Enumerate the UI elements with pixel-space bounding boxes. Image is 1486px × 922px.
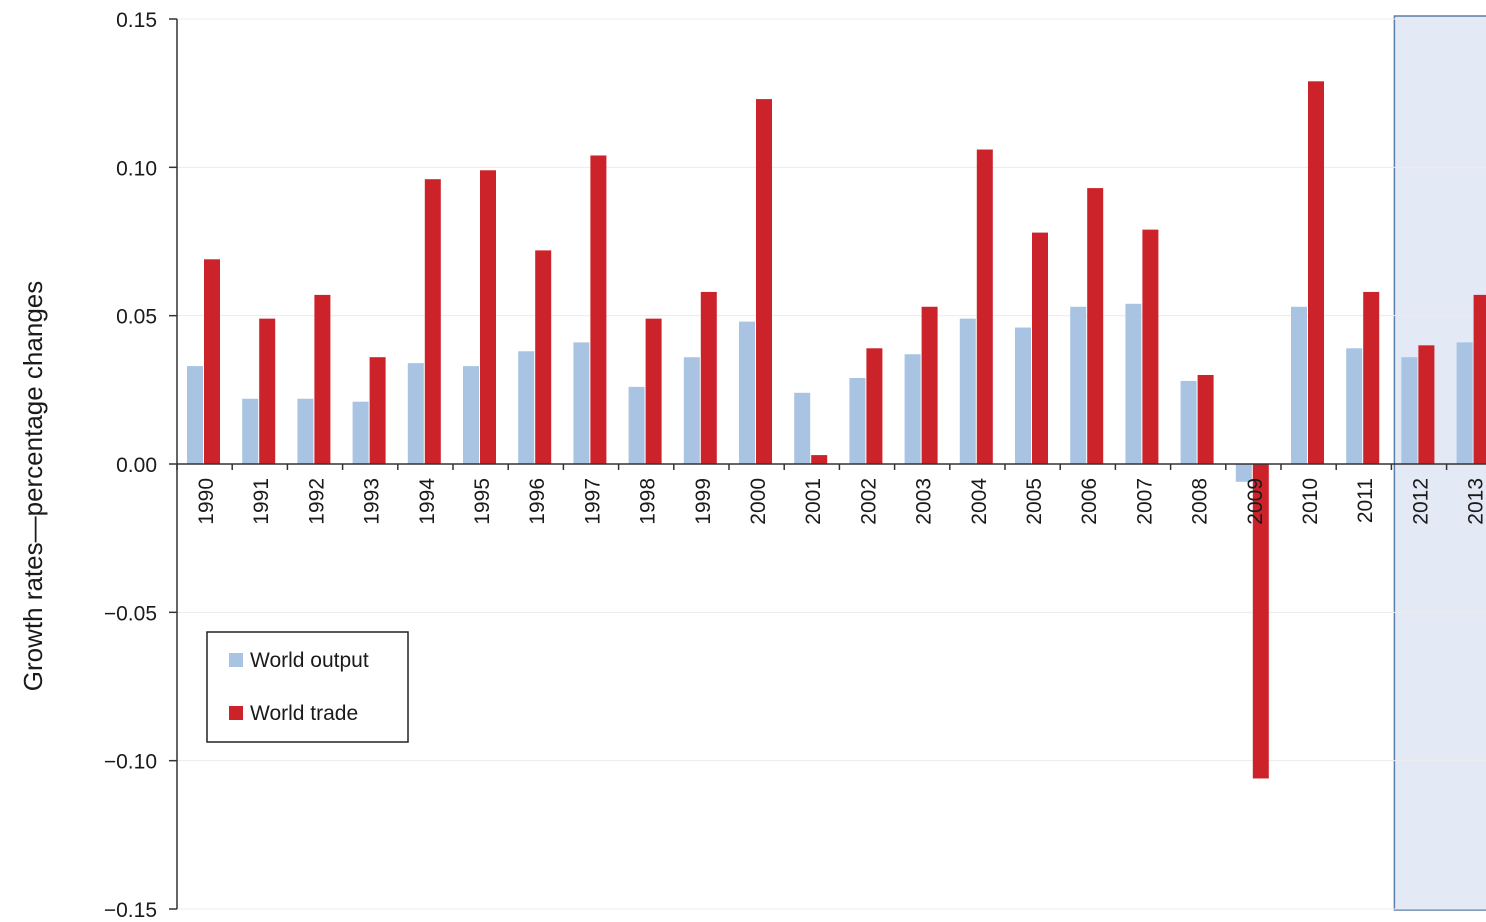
y-ticks: 0.15 0.10 0.05 0.00 −0.05 −0.10 −0.15	[104, 9, 177, 922]
bar-world-trade-2000	[756, 99, 772, 464]
x-tick-label: 2000	[747, 478, 770, 525]
legend-swatch-world-output	[229, 653, 243, 667]
bar-world-output-1995	[463, 366, 479, 464]
bar-world-trade-1999	[700, 291, 717, 464]
bar-world-trade-2006	[1087, 188, 1104, 464]
bar-world-trade-2004	[976, 149, 993, 465]
bar-world-output-1997	[573, 342, 590, 464]
x-tick-label: 2009	[1244, 478, 1267, 525]
bar-world-output-1990	[187, 366, 203, 464]
bar-world-trade-1998	[645, 318, 662, 464]
y-tick-label: 0.05	[116, 306, 157, 329]
bar-world-trade-2008	[1197, 375, 1214, 464]
bar-world-trade-1994	[424, 179, 441, 464]
bar-world-trade-2002	[866, 348, 883, 464]
x-tick-label: 2010	[1299, 478, 1322, 525]
bar-world-output-2013	[1456, 342, 1473, 464]
y-tick-label: −0.05	[104, 602, 157, 625]
y-tick-label: 0.15	[116, 9, 157, 32]
bar-world-output-2012	[1401, 357, 1418, 464]
x-tick-label: 1997	[581, 478, 604, 525]
bar-world-output-2000	[739, 321, 755, 464]
x-tick-label: 1998	[637, 478, 660, 525]
bar-world-output-1992	[297, 398, 314, 464]
bar-world-output-2008	[1180, 380, 1197, 464]
x-tick-label: 2005	[1023, 478, 1046, 525]
bar-world-trade-2011	[1363, 291, 1380, 464]
bar-world-trade-2001	[811, 455, 828, 464]
x-tick-label: 2001	[802, 478, 825, 525]
bar-world-output-2011	[1346, 348, 1363, 464]
x-tick-label: 2004	[968, 478, 991, 525]
x-tick-label: 1993	[361, 478, 384, 525]
bar-world-output-1993	[352, 401, 369, 464]
bar-world-output-1999	[683, 357, 700, 464]
legend: World output World trade	[206, 631, 409, 743]
x-tick-label: 1999	[692, 478, 715, 525]
bar-world-output-2004	[959, 318, 976, 464]
bar-world-trade-2005	[1032, 232, 1048, 464]
x-tick-label: 2012	[1409, 478, 1432, 525]
legend-label-world-trade: World trade	[250, 702, 358, 725]
bar-world-trade-2013	[1473, 294, 1486, 464]
y-tick-label: −0.10	[104, 751, 157, 774]
x-tick-label: 1992	[305, 478, 328, 525]
bar-world-output-1991	[242, 398, 259, 464]
bar-world-output-2002	[849, 377, 866, 464]
bar-world-output-1994	[407, 363, 424, 464]
x-tick-label: 2003	[913, 478, 936, 525]
bar-world-trade-2012	[1418, 345, 1435, 464]
bar-world-output-2007	[1125, 303, 1142, 464]
legend-box	[206, 631, 409, 743]
bar-world-trade-2009	[1252, 464, 1269, 779]
x-tick-label: 1994	[416, 478, 439, 525]
bar-world-trade-2003	[921, 306, 938, 464]
x-tick-label: 2008	[1189, 478, 1212, 525]
bar-world-trade-1996	[535, 250, 552, 464]
bar-world-trade-1993	[369, 357, 386, 464]
bar-world-trade-1990	[204, 259, 220, 464]
bar-world-output-2010	[1291, 306, 1307, 464]
bar-world-output-1998	[628, 386, 645, 464]
y-tick-label: 0.00	[116, 454, 157, 477]
legend-swatch-world-trade	[229, 706, 243, 720]
y-tick-label: −0.15	[104, 899, 157, 922]
x-tick-label: 2002	[857, 478, 880, 525]
bar-world-trade-1997	[590, 155, 607, 464]
bar-world-output-2001	[794, 392, 811, 464]
x-tick-label: 2006	[1078, 478, 1101, 525]
bar-world-trade-1992	[314, 294, 331, 464]
x-tick-label: 1996	[526, 478, 549, 525]
x-tick-label: 2007	[1133, 478, 1156, 525]
bar-world-trade-1995	[480, 170, 496, 465]
bars	[187, 81, 1486, 779]
bar-world-trade-2010	[1308, 81, 1324, 465]
x-ticks: 1990 1991 1992 1993 1994 1995 1996 1997 1998 1999…	[176, 464, 1486, 525]
bar-world-output-2005	[1015, 327, 1031, 464]
bar-world-output-1996	[518, 351, 535, 464]
bar-world-output-2006	[1070, 306, 1087, 464]
x-tick-label: 1995	[471, 478, 494, 525]
bar-world-trade-1991	[259, 318, 276, 464]
x-tick-label: 2011	[1354, 478, 1377, 523]
x-tick-label: 2013	[1465, 478, 1486, 525]
bar-world-output-2003	[904, 354, 921, 464]
bar-world-output-2009	[1235, 464, 1252, 482]
y-tick-label: 0.10	[116, 157, 157, 180]
x-tick-label: 1991	[250, 478, 273, 525]
x-tick-label: 1990	[195, 478, 218, 525]
legend-label-world-output: World output	[250, 649, 369, 672]
y-axis-title: Growth rates—percentage changes	[18, 281, 48, 691]
bar-world-trade-2007	[1142, 229, 1159, 464]
